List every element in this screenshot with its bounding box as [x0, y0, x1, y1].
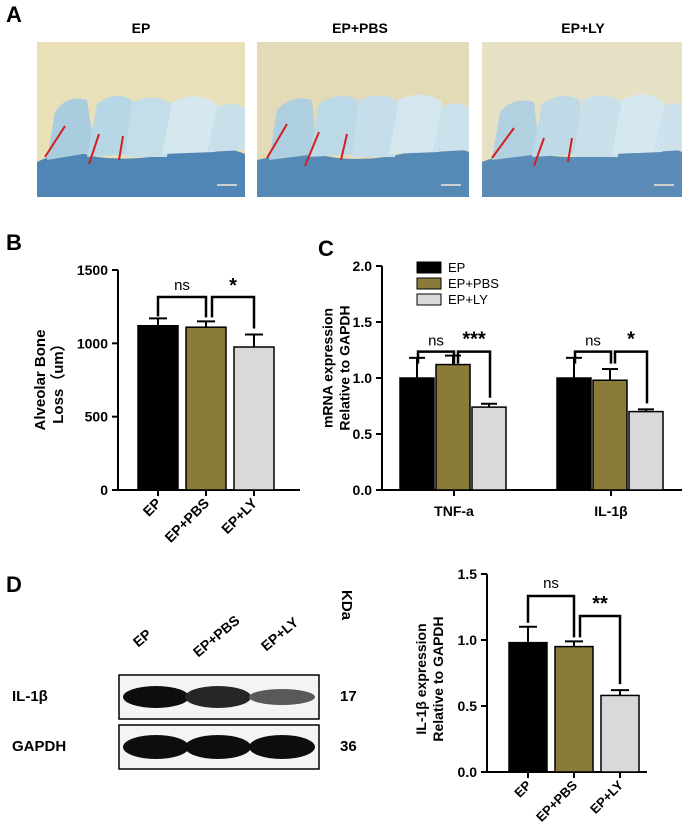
chart-b-sig-1-label: *	[229, 275, 237, 297]
wb-lane-label-ep: EP	[129, 625, 155, 650]
chart-c-sig-1-label: ***	[462, 329, 486, 351]
chart-c-ylabel-line1: mRNA expression	[320, 308, 336, 428]
wb-row-label-gapdh: GAPDH	[12, 738, 67, 755]
chart-b-sig-1	[210, 295, 256, 329]
photo-ep-ly	[482, 42, 682, 197]
wb-lane-label-ep-pbs: EP+PBS	[189, 611, 243, 660]
teeth-image-ep	[37, 42, 245, 197]
wb-band-1-1	[185, 735, 251, 759]
chart-b-y-tick-label: 0	[100, 482, 108, 498]
panel-letter-d: D	[6, 572, 22, 597]
chart-b-y-tick-label: 1500	[77, 262, 108, 278]
chart-d-y-tick-label: 0.5	[458, 698, 478, 714]
chart-c-legend-label-1: EP+PBS	[448, 276, 499, 291]
chart-b-sig-0	[156, 295, 208, 318]
chart-c-y-tick-label: 0.0	[353, 482, 373, 498]
chart-b-ylabel-line1: Alveolar Bone	[32, 330, 49, 431]
chart-c-legend-label-0: EP	[448, 260, 465, 275]
chart-c-x-label-1: IL-1β	[594, 503, 628, 519]
chart-d-sig-0	[526, 594, 576, 638]
chart-d-ylabel: IL-1β expressionRelative to GAPDH	[413, 616, 446, 741]
photo-title-ep-ly: EP+LY	[561, 20, 605, 36]
chart-d-y-tick-label: 0.0	[458, 764, 478, 780]
chart-b-y-tick-label: 1000	[77, 335, 108, 351]
chart-c-legend-swatch-0	[416, 261, 442, 274]
chart-d-bar-1	[554, 645, 594, 773]
chart-c-sig-2	[573, 350, 613, 364]
chart-c-sig-0	[416, 350, 456, 364]
chart-d-x-label-2: EP+LY	[587, 777, 626, 816]
chart-b-bar-0	[137, 324, 179, 491]
chart-d-bar-2	[600, 694, 640, 773]
chart-d-ylabel-line1: IL-1β expression	[413, 623, 429, 734]
chart-c-sig-0-label: ns	[428, 333, 444, 350]
wb-kda-il1b: 17	[340, 688, 357, 705]
chart-b-y-tick-label: 500	[85, 409, 109, 425]
chart-d-y-tick-label: 1.5	[458, 566, 478, 582]
chart-c-sig-3	[613, 350, 649, 404]
chart-c-legend-label-2: EP+LY	[448, 292, 488, 307]
chart-d-ylabel-line2: Relative to GAPDH	[430, 616, 446, 741]
chart-c-bar-0-1	[435, 363, 471, 491]
chart-c-ylabel: mRNA expressionRelative to GAPDH	[320, 305, 353, 430]
chart-b-bar-2	[233, 346, 275, 491]
chart-c-sig-2-label: ns	[585, 333, 601, 350]
chart-c-bar-0-0	[399, 377, 435, 491]
chart-b-bar-1	[185, 326, 227, 491]
wb-row-label-il1b: IL-1β	[12, 688, 48, 705]
wb-kda-label: KDa	[338, 590, 355, 621]
wb-band-0-1	[185, 686, 251, 708]
photo-ep-pbs	[257, 42, 469, 197]
chart-d-bar-0	[508, 641, 548, 773]
chart-d-y-tick-label: 1.0	[458, 632, 478, 648]
wb-kda-gapdh: 36	[340, 738, 357, 755]
teeth-image-ep-pbs	[257, 42, 469, 197]
panel-letter-c: C	[318, 236, 334, 261]
chart-c-sig-3-label: *	[627, 329, 635, 351]
chart-b-ylabel: Alveolar BoneLoss（um）	[32, 330, 67, 431]
chart-b-x-label-2: EP+LY	[218, 494, 261, 537]
wb-band-0-0	[123, 686, 189, 708]
photo-ep	[37, 42, 245, 197]
chart-d-sig-1-label: **	[592, 593, 608, 615]
wb-lane-label-ep-ly: EP+LY	[257, 613, 302, 654]
chart-b-ylabel-line2: Loss（um）	[49, 336, 67, 424]
wb-band-1-0	[123, 735, 189, 759]
chart-c-y-tick-label: 1.5	[353, 314, 373, 330]
chart-c-bar-0-2	[471, 406, 507, 491]
chart-c-legend-swatch-1	[416, 277, 442, 290]
chart-d-sig-0-label: ns	[543, 575, 559, 592]
chart-d-x-label-0: EP	[511, 777, 534, 800]
chart-b-x-label-0: EP	[140, 495, 165, 520]
wb-bands	[118, 674, 320, 770]
photo-title-ep-pbs: EP+PBS	[332, 20, 388, 36]
chart-c-bar-1-2	[628, 410, 664, 491]
photo-title-ep: EP	[131, 20, 151, 36]
teeth-image-ep-ly	[482, 42, 682, 197]
chart-c-y-tick-label: 2.0	[353, 258, 373, 274]
chart-c-bar-1-0	[556, 377, 592, 491]
chart-c-bar-1-1	[592, 379, 628, 491]
chart-c-ylabel-line2: Relative to GAPDH	[336, 305, 352, 430]
chart-c-y-tick-label: 1.0	[353, 370, 373, 386]
western-blot: EP EP+PBS EP+LY KDa IL-1β GAPDH 17 36	[0, 590, 390, 790]
chart-b-x-label-1: EP+PBS	[161, 495, 212, 546]
chart-c-y-tick-label: 0.5	[353, 426, 373, 442]
chart-d-sig-1	[578, 614, 622, 685]
chart-c-sig-1	[456, 350, 492, 398]
panel-letter-a: A	[6, 2, 22, 27]
panel-letter-b: B	[6, 230, 22, 255]
wb-band-1-2	[249, 735, 315, 759]
chart-c-legend-swatch-2	[416, 293, 442, 306]
chart-c-x-label-0: TNF-a	[434, 503, 474, 519]
wb-band-0-2	[249, 689, 315, 705]
chart-d-x-label-1: EP+PBS	[533, 777, 580, 824]
chart-b-sig-0-label: ns	[174, 277, 190, 294]
